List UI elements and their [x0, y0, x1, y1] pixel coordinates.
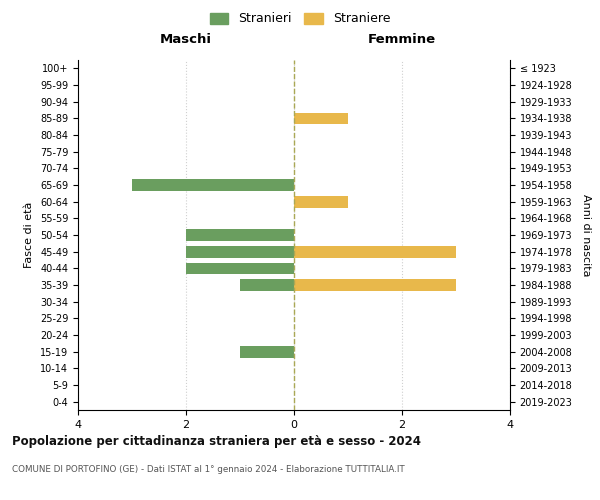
Y-axis label: Fasce di età: Fasce di età: [25, 202, 34, 268]
Text: Femmine: Femmine: [368, 33, 436, 46]
Bar: [186, 262, 294, 274]
Bar: [186, 229, 294, 241]
Y-axis label: Anni di nascita: Anni di nascita: [581, 194, 591, 276]
Bar: [240, 279, 294, 291]
Bar: [294, 246, 456, 258]
Bar: [240, 346, 294, 358]
Text: Popolazione per cittadinanza straniera per età e sesso - 2024: Popolazione per cittadinanza straniera p…: [12, 435, 421, 448]
Bar: [294, 279, 456, 291]
Bar: [186, 246, 294, 258]
Text: Maschi: Maschi: [160, 33, 212, 46]
Bar: [294, 112, 348, 124]
Text: COMUNE DI PORTOFINO (GE) - Dati ISTAT al 1° gennaio 2024 - Elaborazione TUTTITAL: COMUNE DI PORTOFINO (GE) - Dati ISTAT al…: [12, 465, 405, 474]
Bar: [132, 179, 294, 191]
Bar: [294, 196, 348, 207]
Legend: Stranieri, Straniere: Stranieri, Straniere: [206, 8, 394, 29]
